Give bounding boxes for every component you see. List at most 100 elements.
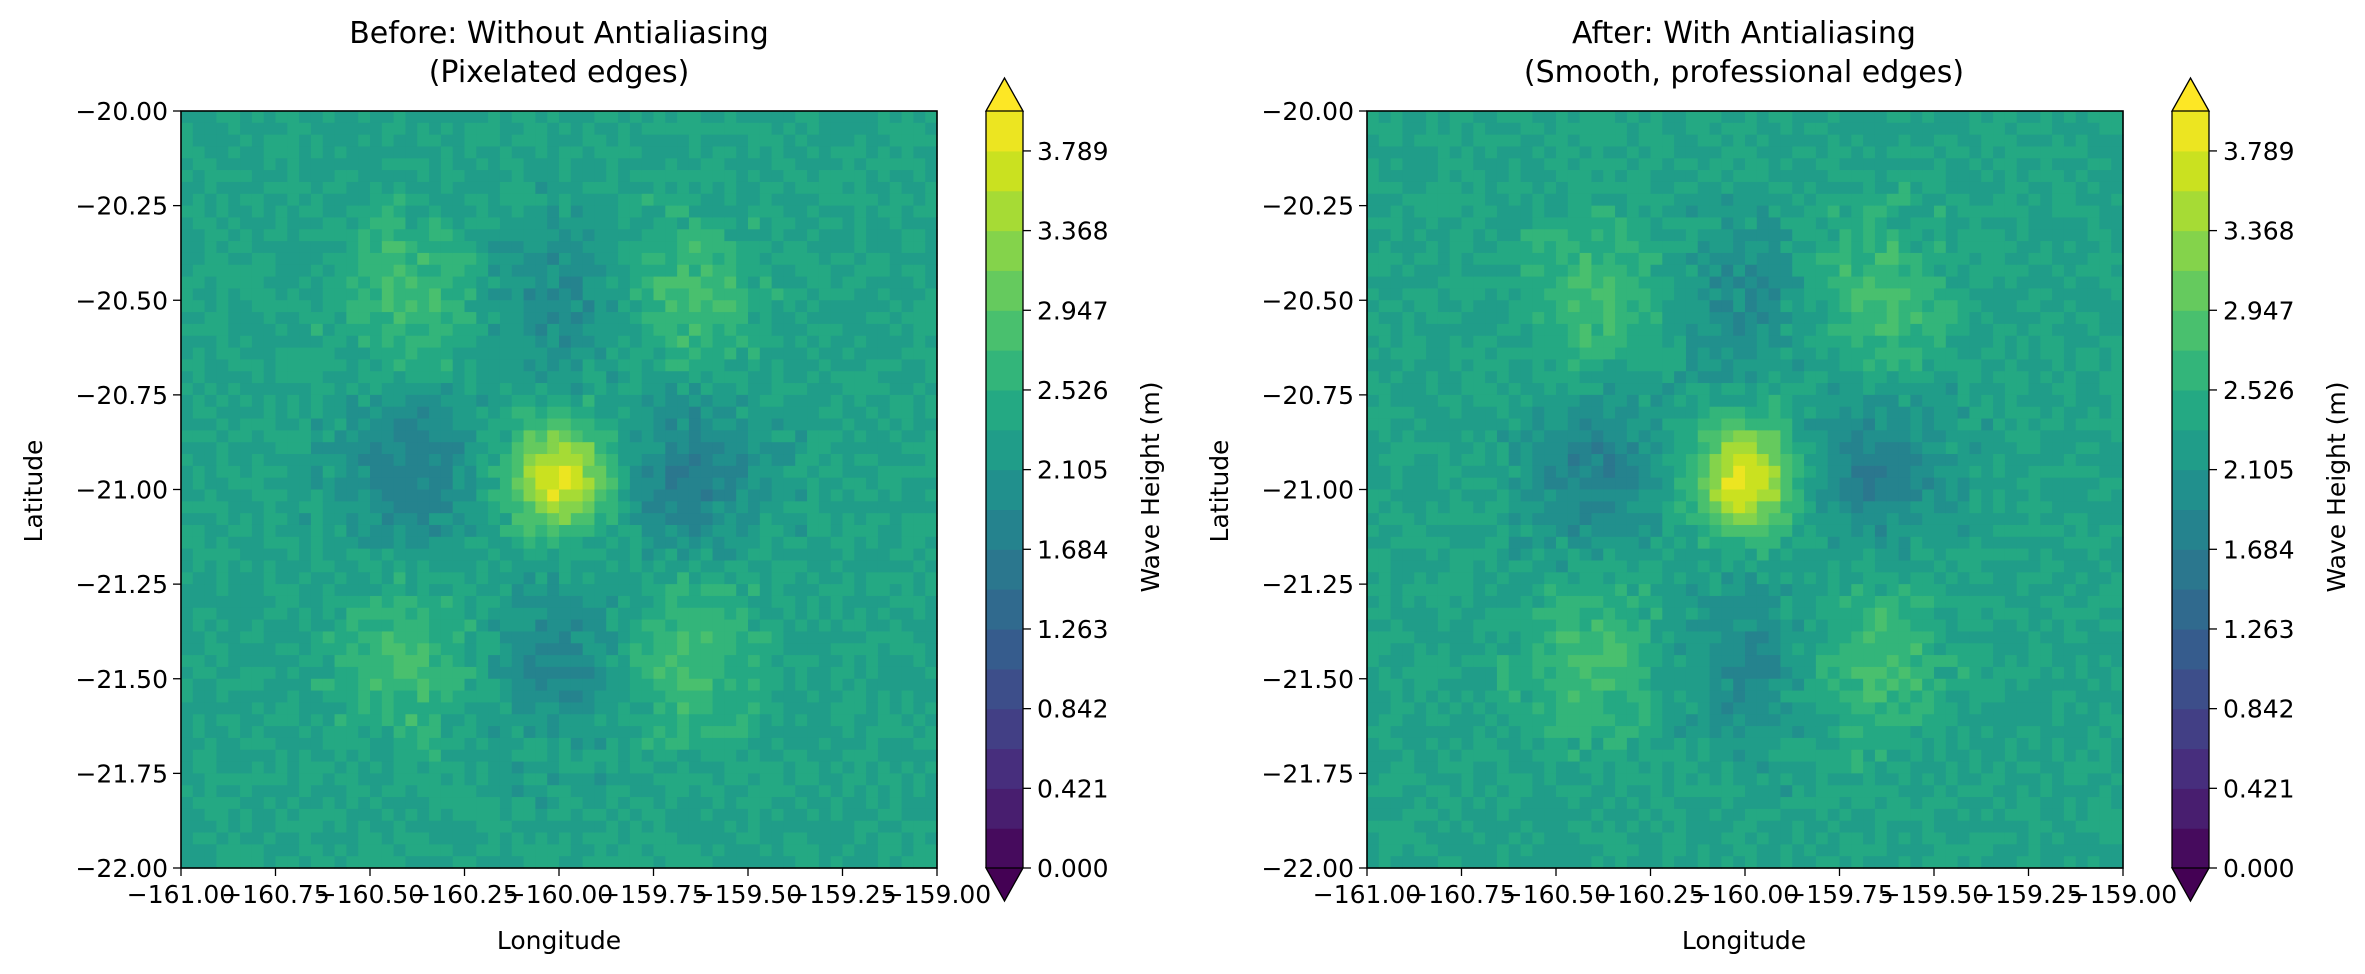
heatmap-cell <box>547 595 560 609</box>
heatmap-cell <box>299 607 312 621</box>
heatmap-cell <box>240 489 253 502</box>
heatmap-cell <box>700 394 714 408</box>
heatmap-cell <box>440 406 454 420</box>
heatmap-cell <box>181 584 194 597</box>
heatmap-cell <box>1390 844 1404 857</box>
heatmap-cell <box>299 666 312 680</box>
heatmap-cell <box>1437 383 1451 396</box>
heatmap-cell <box>358 217 371 230</box>
heatmap-cell <box>535 737 548 751</box>
heatmap-cell <box>854 111 867 124</box>
heatmap-cell <box>511 288 525 301</box>
heatmap-cell <box>641 785 655 798</box>
heatmap-cell <box>1449 383 1463 396</box>
heatmap-cell <box>429 264 442 278</box>
heatmap-cell <box>688 465 702 479</box>
heatmap-cell <box>216 737 229 751</box>
heatmap-cell <box>440 442 454 455</box>
heatmap-cell <box>688 737 702 751</box>
heatmap-cell <box>830 170 844 183</box>
heatmap-cell <box>1496 702 1510 715</box>
heatmap-cell <box>192 323 206 337</box>
heatmap-cell <box>511 252 525 266</box>
heatmap-cell <box>476 264 489 278</box>
heatmap-cell <box>405 761 418 774</box>
heatmap-cell <box>606 607 619 621</box>
heatmap-cell <box>1485 347 1498 360</box>
heatmap-cell <box>559 134 572 148</box>
heatmap-cell <box>1367 477 1380 491</box>
heatmap-cell <box>629 300 643 313</box>
heatmap-cell <box>901 465 914 479</box>
heatmap-cell <box>1378 797 1392 810</box>
heatmap-cell <box>263 300 277 313</box>
heatmap-cell <box>724 820 737 834</box>
heatmap-cell <box>877 229 891 242</box>
heatmap-cell <box>1473 619 1486 633</box>
heatmap-cell <box>795 726 808 739</box>
heatmap-cell <box>192 489 206 502</box>
heatmap-cell <box>476 181 489 195</box>
heatmap-cell <box>1367 418 1380 431</box>
heatmap-cell <box>346 264 359 278</box>
heatmap-cell <box>464 383 477 396</box>
heatmap-cell <box>1378 690 1392 704</box>
heatmap-cell <box>830 264 844 278</box>
heatmap-cell <box>582 442 596 455</box>
heatmap-cell <box>1367 359 1380 372</box>
heatmap-cell <box>641 323 655 337</box>
heatmap-cell <box>240 359 253 372</box>
heatmap-cell <box>748 347 761 360</box>
heatmap-cell <box>771 572 785 585</box>
heatmap-cell <box>594 619 607 633</box>
heatmap-cell <box>606 714 619 727</box>
heatmap-cell <box>358 359 371 372</box>
heatmap-cell <box>192 844 206 857</box>
heatmap-cell <box>488 548 501 562</box>
heatmap-cell <box>618 690 631 704</box>
heatmap-cell <box>310 631 324 644</box>
heatmap-cell <box>464 631 477 644</box>
heatmap-cell <box>1378 655 1392 668</box>
heatmap-cell <box>381 726 395 739</box>
heatmap-cell <box>464 418 477 431</box>
heatmap-cell <box>310 158 324 171</box>
heatmap-cell <box>606 761 619 774</box>
heatmap-cell <box>1449 548 1463 562</box>
heatmap-cell <box>712 619 725 633</box>
heatmap-cell <box>192 146 206 159</box>
heatmap-cell <box>771 501 785 514</box>
heatmap-cell <box>594 134 607 148</box>
heatmap-cell <box>181 442 194 455</box>
heatmap-cell <box>1426 761 1439 774</box>
heatmap-cell <box>381 477 395 491</box>
heatmap-cell <box>476 690 489 704</box>
heatmap-cell <box>1461 217 1474 230</box>
heatmap-cell <box>464 252 477 266</box>
heatmap-cell <box>677 501 690 514</box>
heatmap-cell <box>1414 229 1427 242</box>
colorbar-band <box>986 788 1023 829</box>
heatmap-cell <box>866 524 879 538</box>
heatmap-cell <box>901 820 914 834</box>
heatmap-cell <box>393 264 407 278</box>
heatmap-cell <box>913 595 926 609</box>
heatmap-cell <box>440 170 454 183</box>
heatmap-cell <box>901 193 914 207</box>
heatmap-cell <box>322 288 336 301</box>
heatmap-cell <box>594 749 607 763</box>
heatmap-cell <box>1461 418 1474 431</box>
heatmap-cell <box>889 572 903 585</box>
heatmap-cell <box>263 749 277 763</box>
heatmap-cell <box>251 513 265 526</box>
heatmap-cell <box>582 832 596 845</box>
heatmap-cell <box>452 312 466 325</box>
heatmap-cell <box>1378 111 1392 124</box>
heatmap-cell <box>488 158 501 171</box>
heatmap-cell <box>228 264 241 278</box>
heatmap-cell <box>1449 264 1463 278</box>
heatmap-cell <box>629 323 643 337</box>
x-tick-label: −160.75 <box>221 880 329 909</box>
heatmap-cell <box>700 252 714 266</box>
heatmap-cell <box>1473 489 1486 502</box>
